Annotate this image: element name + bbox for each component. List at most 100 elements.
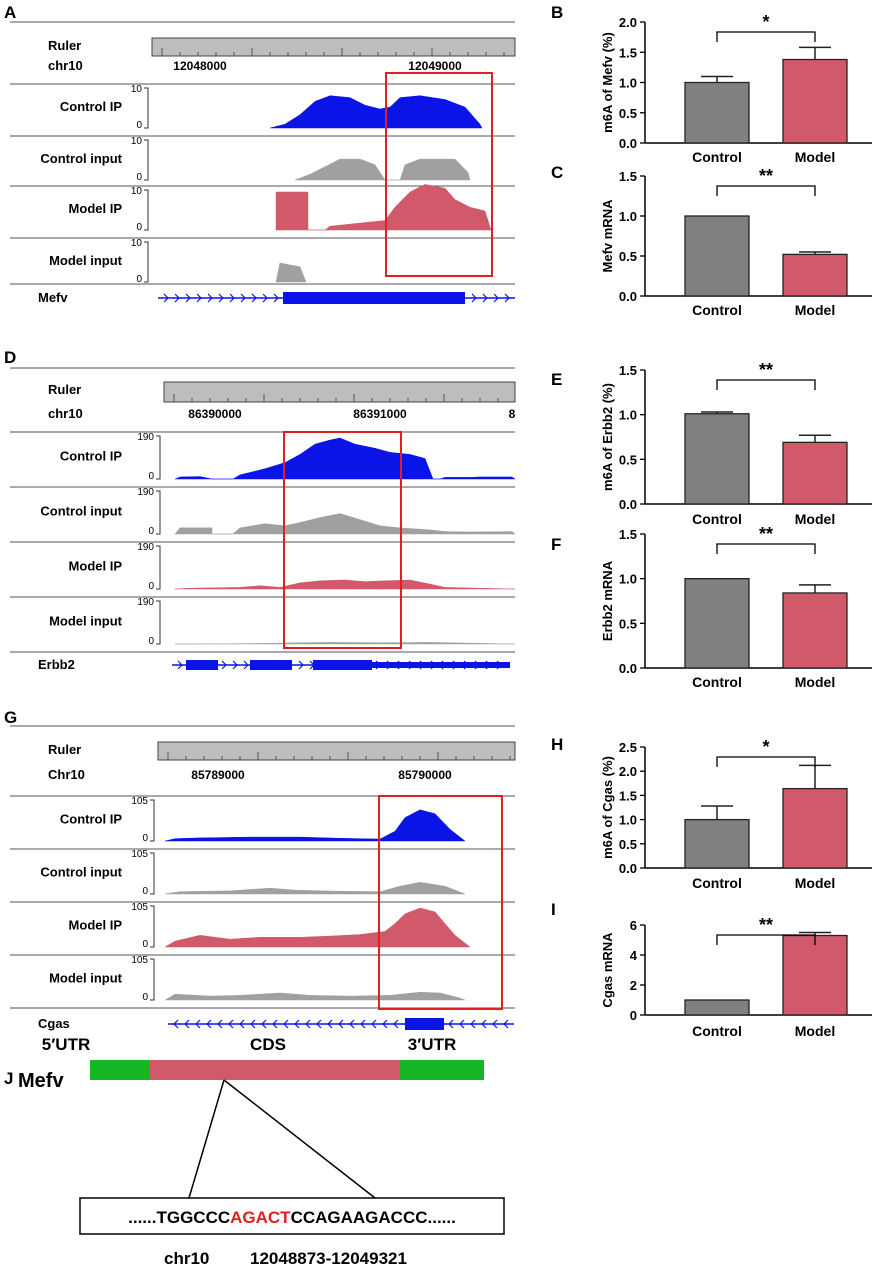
- control-input-coverage: [294, 158, 471, 181]
- genome-panel-g: G Ruler Chr10 85789000 85790000 Control IP 105…: [4, 708, 516, 1031]
- y-tick-label: 1.0: [619, 76, 637, 91]
- bar-control: [684, 215, 750, 297]
- y-max-label: 105: [131, 955, 148, 966]
- y-min-label: 0: [148, 636, 154, 647]
- strand-arrow: [316, 1019, 322, 1029]
- bar-control: [684, 413, 750, 505]
- y-tick-label: 0.5: [619, 452, 637, 467]
- ruler-coordinate: 86390000: [188, 407, 242, 421]
- x-tick-label: Control: [692, 511, 742, 527]
- y-max-label: 190: [137, 432, 154, 443]
- x-tick-label: Model: [795, 674, 835, 690]
- bar-control: [684, 578, 750, 669]
- y-tick-label: 1.5: [619, 169, 637, 184]
- panel-j-cds-label: CDS: [250, 1035, 286, 1054]
- gene-label: Mefv: [38, 290, 68, 305]
- x-tick-label: Control: [692, 302, 742, 318]
- y-min-label: 0: [148, 581, 154, 592]
- model-input-label: Model input: [49, 614, 123, 629]
- strand-arrow: [283, 1019, 289, 1029]
- panel-j-utr3-label: 3′UTR: [408, 1035, 456, 1054]
- significance-bracket: [716, 185, 816, 196]
- significance-bracket: [716, 31, 816, 42]
- y-tick-label: 0.0: [619, 661, 637, 676]
- y-min-label: 0: [136, 172, 142, 183]
- bar-control: [684, 818, 750, 869]
- y-axis-title: Mefv mRNA: [600, 199, 615, 273]
- x-tick-label: Model: [795, 1023, 835, 1039]
- strand-arrow: [327, 1019, 333, 1029]
- strand-arrow: [195, 1019, 201, 1029]
- panel-j-sequence-box: [79, 1197, 505, 1235]
- panel-letter-b: B: [551, 3, 563, 22]
- gene-exon: [250, 660, 292, 670]
- y-min-label: 0: [142, 886, 148, 897]
- strand-arrow: [261, 1019, 267, 1029]
- strand-arrow: [470, 1019, 476, 1029]
- control-input-label: Control input: [40, 151, 122, 166]
- y-tick-label: 0.5: [619, 249, 637, 264]
- chrom-label: chr10: [48, 406, 83, 421]
- gene-exon: [372, 662, 510, 668]
- strand-arrow: [217, 1019, 223, 1029]
- strand-arrow: [251, 293, 257, 303]
- control-input-label: Control input: [40, 504, 122, 519]
- ruler-coordinate: 85789000: [191, 768, 245, 782]
- control-ip-label: Control IP: [60, 449, 122, 464]
- significance-stars: **: [759, 166, 773, 186]
- bar-model: [782, 592, 848, 669]
- peak-highlight-box: [378, 795, 503, 1010]
- y-tick-label: 0.0: [619, 289, 637, 304]
- ruler-coordinate: 8: [509, 407, 516, 421]
- y-tick-label: 1.5: [619, 45, 637, 60]
- gene-label: Cgas: [38, 1016, 70, 1031]
- strand-arrow: [221, 660, 227, 670]
- y-axis-bracket: [144, 189, 149, 231]
- strand-arrow: [174, 293, 180, 303]
- significance-stars: *: [762, 12, 769, 32]
- strand-arrow: [243, 660, 249, 670]
- panel-letter-d: D: [4, 348, 16, 367]
- y-axis-bracket: [144, 87, 149, 129]
- panel-letter-h: H: [551, 735, 563, 754]
- y-max-label: 105: [131, 902, 148, 913]
- model-ip-label: Model IP: [69, 559, 123, 574]
- y-max-label: 190: [137, 487, 154, 498]
- y-tick-label: 1.5: [619, 363, 637, 378]
- y-min-label: 0: [142, 992, 148, 1003]
- y-min-label: 0: [136, 120, 142, 131]
- strand-arrow: [206, 1019, 212, 1029]
- model-input-coverage: [174, 642, 516, 645]
- panel-letter-c: C: [551, 163, 563, 182]
- strand-arrow: [250, 1019, 256, 1029]
- significance-bracket: [716, 934, 816, 945]
- model-ip-coverage: [174, 579, 516, 590]
- strand-arrow: [240, 293, 246, 303]
- y-tick-label: 2.0: [619, 764, 637, 779]
- significance-bracket: [716, 543, 816, 554]
- panel-j-utr5-segment: [90, 1060, 150, 1080]
- panel-letter-i: I: [551, 900, 556, 919]
- bar-model: [782, 934, 848, 1016]
- model-input-coverage: [275, 262, 307, 283]
- gene-exon: [313, 660, 372, 670]
- control-ip-coverage: [174, 437, 516, 480]
- panel-j-chrom: chr10: [164, 1249, 209, 1268]
- model-ip-coverage: [275, 184, 492, 231]
- control-ip-label: Control IP: [60, 99, 122, 114]
- y-axis-title: Erbb2 mRNA: [600, 560, 615, 641]
- bar-panel-c: C Mefv mRNA 0.0 0.5 1.0 1.5 Control Model **: [551, 163, 872, 318]
- y-tick-label: 0: [630, 1008, 637, 1023]
- genome-track-panels: A Ruler chr10 12048000 12049000 Control IP 10 0…: [4, 3, 516, 1031]
- strand-arrow: [228, 1019, 234, 1029]
- panel-letter-a: A: [4, 3, 16, 22]
- strand-arrow: [173, 1019, 179, 1029]
- y-tick-label: 0.0: [619, 861, 637, 876]
- model-input-coverage: [164, 991, 466, 1001]
- y-tick-label: 0.0: [619, 136, 637, 151]
- chrom-label: Chr10: [48, 767, 85, 782]
